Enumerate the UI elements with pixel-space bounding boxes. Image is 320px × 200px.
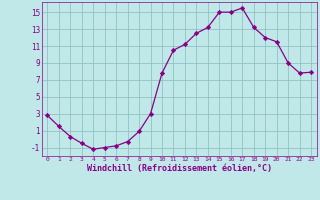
X-axis label: Windchill (Refroidissement éolien,°C): Windchill (Refroidissement éolien,°C)	[87, 164, 272, 173]
